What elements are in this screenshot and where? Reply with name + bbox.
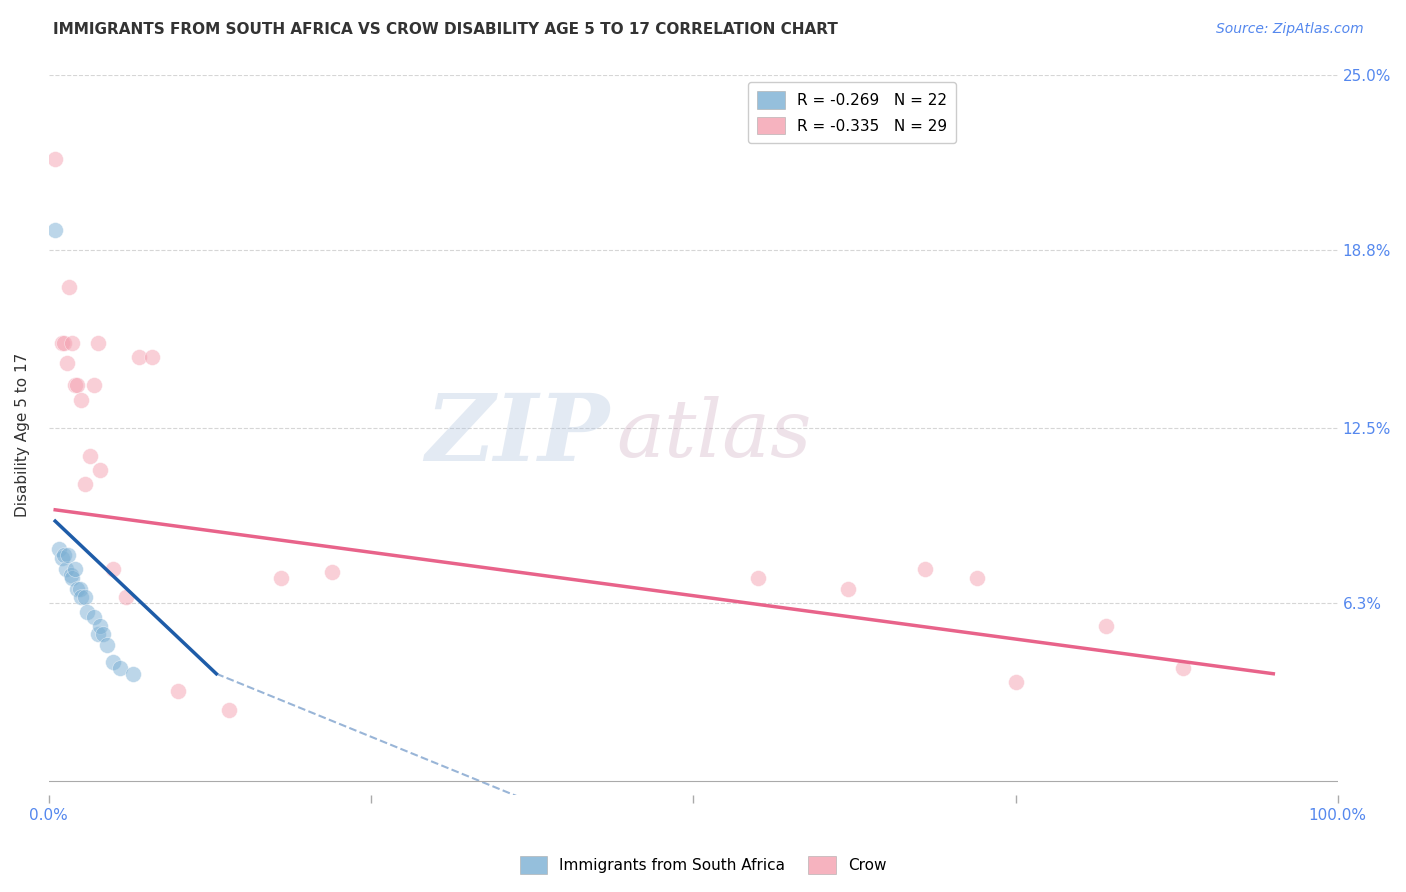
Point xyxy=(747,571,769,585)
Point xyxy=(53,548,76,562)
Point xyxy=(66,378,89,392)
Point xyxy=(56,548,79,562)
Point xyxy=(115,591,138,605)
Point xyxy=(63,378,86,392)
Point xyxy=(128,350,150,364)
Point xyxy=(87,336,110,351)
Point xyxy=(69,582,91,596)
Point xyxy=(56,356,79,370)
Point xyxy=(87,627,110,641)
Point xyxy=(79,449,101,463)
Legend: R = -0.269   N = 22, R = -0.335   N = 29: R = -0.269 N = 22, R = -0.335 N = 29 xyxy=(748,82,956,144)
Point xyxy=(70,591,93,605)
Point xyxy=(91,627,114,641)
Point xyxy=(121,666,143,681)
Point xyxy=(166,683,188,698)
Point xyxy=(914,562,936,576)
Point xyxy=(66,582,89,596)
Point xyxy=(48,542,70,557)
Point xyxy=(53,336,76,351)
Point xyxy=(89,618,111,632)
Point xyxy=(103,562,125,576)
Point xyxy=(44,153,66,167)
Point xyxy=(44,223,66,237)
Point xyxy=(59,567,82,582)
Point xyxy=(58,279,80,293)
Point xyxy=(108,661,131,675)
Point xyxy=(70,392,93,407)
Point xyxy=(73,477,96,491)
Point xyxy=(837,582,859,596)
Point xyxy=(89,463,111,477)
Point xyxy=(1094,618,1116,632)
Text: Source: ZipAtlas.com: Source: ZipAtlas.com xyxy=(1216,22,1364,37)
Point xyxy=(76,605,98,619)
Text: atlas: atlas xyxy=(616,396,811,474)
Point xyxy=(96,639,118,653)
Point xyxy=(1171,661,1194,675)
Point xyxy=(55,562,77,576)
Text: ZIP: ZIP xyxy=(425,390,609,480)
Point xyxy=(60,336,83,351)
Point xyxy=(966,571,988,585)
Point xyxy=(63,562,86,576)
Point xyxy=(51,550,73,565)
Y-axis label: Disability Age 5 to 17: Disability Age 5 to 17 xyxy=(15,352,30,517)
Point xyxy=(83,610,105,624)
Point xyxy=(83,378,105,392)
Legend: Immigrants from South Africa, Crow: Immigrants from South Africa, Crow xyxy=(513,850,893,880)
Point xyxy=(1004,675,1026,690)
Text: IMMIGRANTS FROM SOUTH AFRICA VS CROW DISABILITY AGE 5 TO 17 CORRELATION CHART: IMMIGRANTS FROM SOUTH AFRICA VS CROW DIS… xyxy=(53,22,838,37)
Point xyxy=(73,591,96,605)
Point xyxy=(103,656,125,670)
Point xyxy=(218,704,240,718)
Point xyxy=(270,571,292,585)
Point xyxy=(51,336,73,351)
Point xyxy=(321,565,343,579)
Point xyxy=(60,571,83,585)
Point xyxy=(141,350,163,364)
